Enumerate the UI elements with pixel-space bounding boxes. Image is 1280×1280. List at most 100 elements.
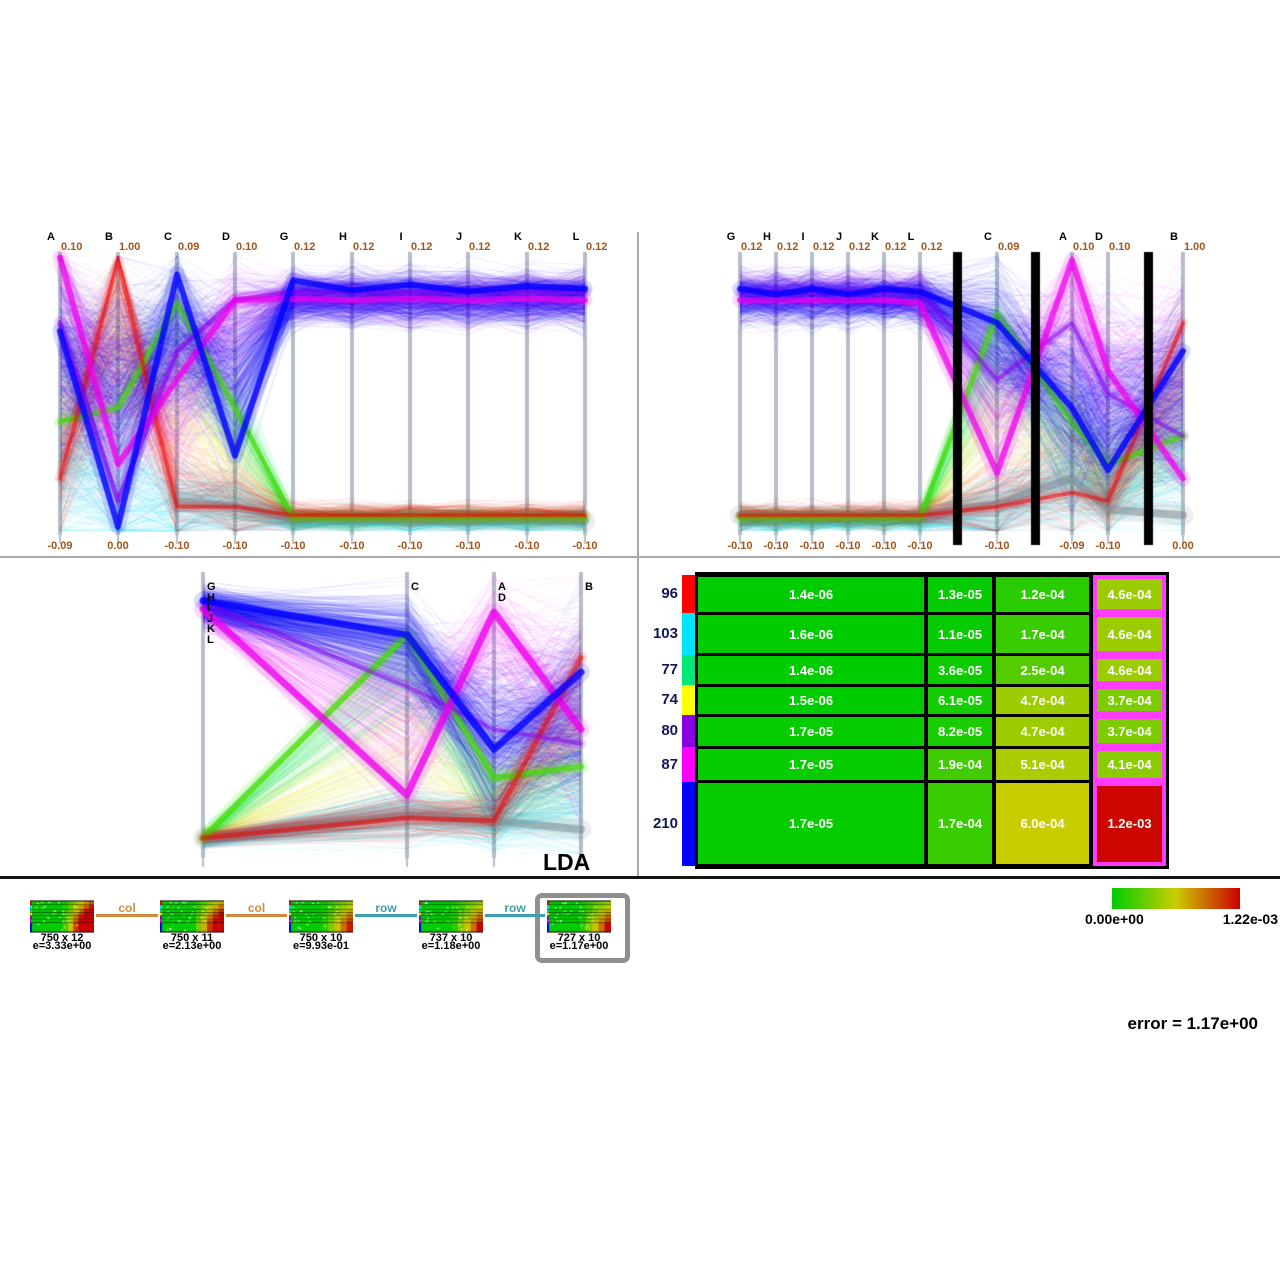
row-count-label: 210	[652, 814, 678, 832]
cluster-color-strip[interactable]	[682, 747, 695, 782]
axis-max-label: 0.10	[236, 241, 258, 253]
pipeline-step-thumbnail[interactable]	[30, 900, 94, 933]
axis-letter: C	[164, 231, 172, 243]
error-cell[interactable]: 1.7e-05	[698, 716, 924, 746]
cluster-color-strip[interactable]	[682, 685, 695, 716]
pipeline-step-thumbnail[interactable]	[289, 900, 353, 933]
pipeline-link-label: col	[118, 901, 136, 915]
axis-max-label: 1.00	[1184, 241, 1206, 253]
axis-letter: B	[105, 231, 113, 243]
axis-max-label: 0.09	[998, 241, 1020, 253]
axis-letter: I	[207, 602, 211, 614]
axis-min-label: -0.09	[47, 540, 73, 552]
cluster-error-heatmap-table[interactable]: 1.4e-06 1.3e-05 1.2e-04 4.6e-04 1.6e-06 1.1e-…	[695, 572, 1169, 869]
axis-letter: K	[871, 231, 879, 243]
axis-max-label: 0.12	[586, 241, 608, 253]
axis-min-label: -0.10	[455, 540, 481, 552]
axis-max-label: 0.09	[178, 241, 200, 253]
step-dimensions-label: 737 x 10	[429, 932, 473, 944]
error-cell[interactable]: 2.5e-04	[996, 656, 1089, 684]
parallel-coordinates-reordered[interactable]	[638, 230, 1280, 560]
axis-letter: A	[1059, 231, 1067, 243]
error-cell[interactable]: 1.6e-06	[698, 614, 924, 654]
step-dimensions-label: 750 x 12	[40, 932, 84, 944]
error-cell[interactable]: 6.1e-05	[928, 686, 992, 714]
axis-min-label: -0.10	[339, 540, 365, 552]
cluster-color-strip[interactable]	[682, 654, 695, 686]
axis-min-label: -0.09	[1059, 540, 1085, 552]
cluster-color-strip[interactable]	[682, 781, 695, 866]
color-scale-max-label: 1.22e-03	[1222, 911, 1278, 927]
cluster-color-strip[interactable]	[682, 613, 695, 655]
axis-letter: A	[498, 581, 506, 593]
axis-max-label: 1.00	[119, 241, 141, 253]
axis-letter: D	[1095, 231, 1103, 243]
pipeline-link-label: col	[247, 901, 266, 915]
error-cell[interactable]: 1.1e-05	[928, 614, 992, 654]
error-cell[interactable]: 3.6e-05	[928, 656, 992, 684]
row-count-label: 87	[661, 755, 678, 773]
selected-step-indicator	[535, 893, 630, 963]
parallel-coordinates-original[interactable]	[0, 230, 638, 560]
error-cell[interactable]: 4.6e-04	[1093, 654, 1166, 686]
error-cell[interactable]: 1.7e-05	[698, 748, 924, 781]
axis-letter: J	[207, 612, 214, 625]
error-cell[interactable]: 4.1e-04	[1093, 747, 1166, 782]
axis-letter: L	[207, 633, 214, 646]
error-cell[interactable]: 1.9e-04	[928, 748, 992, 781]
axis-min-label: -0.10	[222, 540, 248, 552]
pipeline-link-label: row	[375, 901, 397, 915]
error-cell[interactable]: 4.7e-04	[996, 686, 1089, 714]
error-cell[interactable]: 6.0e-04	[996, 783, 1089, 865]
axis-letter: J	[835, 231, 843, 243]
error-cell[interactable]: 4.6e-04	[1093, 613, 1166, 655]
error-cell[interactable]: 3.7e-04	[1093, 685, 1166, 716]
axis-max-label: 0.12	[353, 241, 375, 253]
error-cell[interactable]: 1.2e-04	[996, 576, 1089, 612]
panel-divider-vertical	[637, 232, 639, 877]
error-cell[interactable]: 3.7e-04	[1093, 715, 1166, 748]
axis-min-label: -0.10	[763, 540, 789, 552]
error-cell[interactable]: 1.4e-06	[698, 656, 924, 684]
error-cell[interactable]: 1.2e-03	[1093, 781, 1166, 866]
axis-letter: I	[399, 231, 403, 243]
error-cell[interactable]: 1.4e-06	[698, 576, 924, 612]
axis-letter: K	[514, 231, 522, 243]
axis-letter: I	[801, 231, 805, 243]
axis-max-label: 0.12	[885, 241, 907, 253]
parallel-coordinates-lda[interactable]	[0, 558, 638, 876]
step-dimensions-label: 727 x 10	[557, 932, 601, 944]
axis-letter: K	[207, 623, 215, 635]
axis-min-label: -0.10	[514, 540, 540, 552]
pipeline-link-label: row	[504, 901, 526, 915]
error-cell[interactable]: 1.7e-04	[928, 783, 992, 865]
error-cell[interactable]: 1.3e-05	[928, 576, 992, 612]
axis-max-label: 0.12	[777, 241, 799, 253]
axis-min-label: -0.10	[1095, 540, 1121, 552]
error-cell[interactable]: 8.2e-05	[928, 716, 992, 746]
error-cell[interactable]: 5.1e-04	[996, 748, 1089, 781]
error-cell[interactable]: 1.7e-05	[698, 783, 924, 865]
axis-min-label: -0.10	[984, 540, 1010, 552]
step-error-label: e=1.17e+00	[549, 940, 609, 952]
color-scale-min-label: 0.00e+00	[1085, 911, 1144, 927]
axis-letter: D	[498, 591, 506, 604]
axis-letter: G	[279, 231, 289, 243]
axis-min-label: -0.10	[727, 540, 753, 552]
pipeline-step-thumbnail[interactable]	[419, 900, 483, 933]
pipeline-step-thumbnail[interactable]	[547, 900, 611, 933]
axis-max-label: 0.12	[921, 241, 943, 253]
axis-letter: C	[984, 231, 992, 243]
axis-max-label: 0.10	[61, 241, 83, 253]
error-cell[interactable]: 1.7e-04	[996, 614, 1089, 654]
axis-letter: G	[207, 581, 216, 593]
error-cell[interactable]: 1.5e-06	[698, 686, 924, 714]
error-cell[interactable]: 4.7e-04	[996, 716, 1089, 746]
cluster-color-strip[interactable]	[682, 575, 695, 614]
error-cell[interactable]: 4.6e-04	[1093, 575, 1166, 614]
row-count-label: 103	[652, 625, 678, 643]
cluster-color-strip[interactable]	[682, 715, 695, 748]
axis-letter: H	[763, 231, 771, 243]
pipeline-step-thumbnail[interactable]	[160, 900, 224, 933]
